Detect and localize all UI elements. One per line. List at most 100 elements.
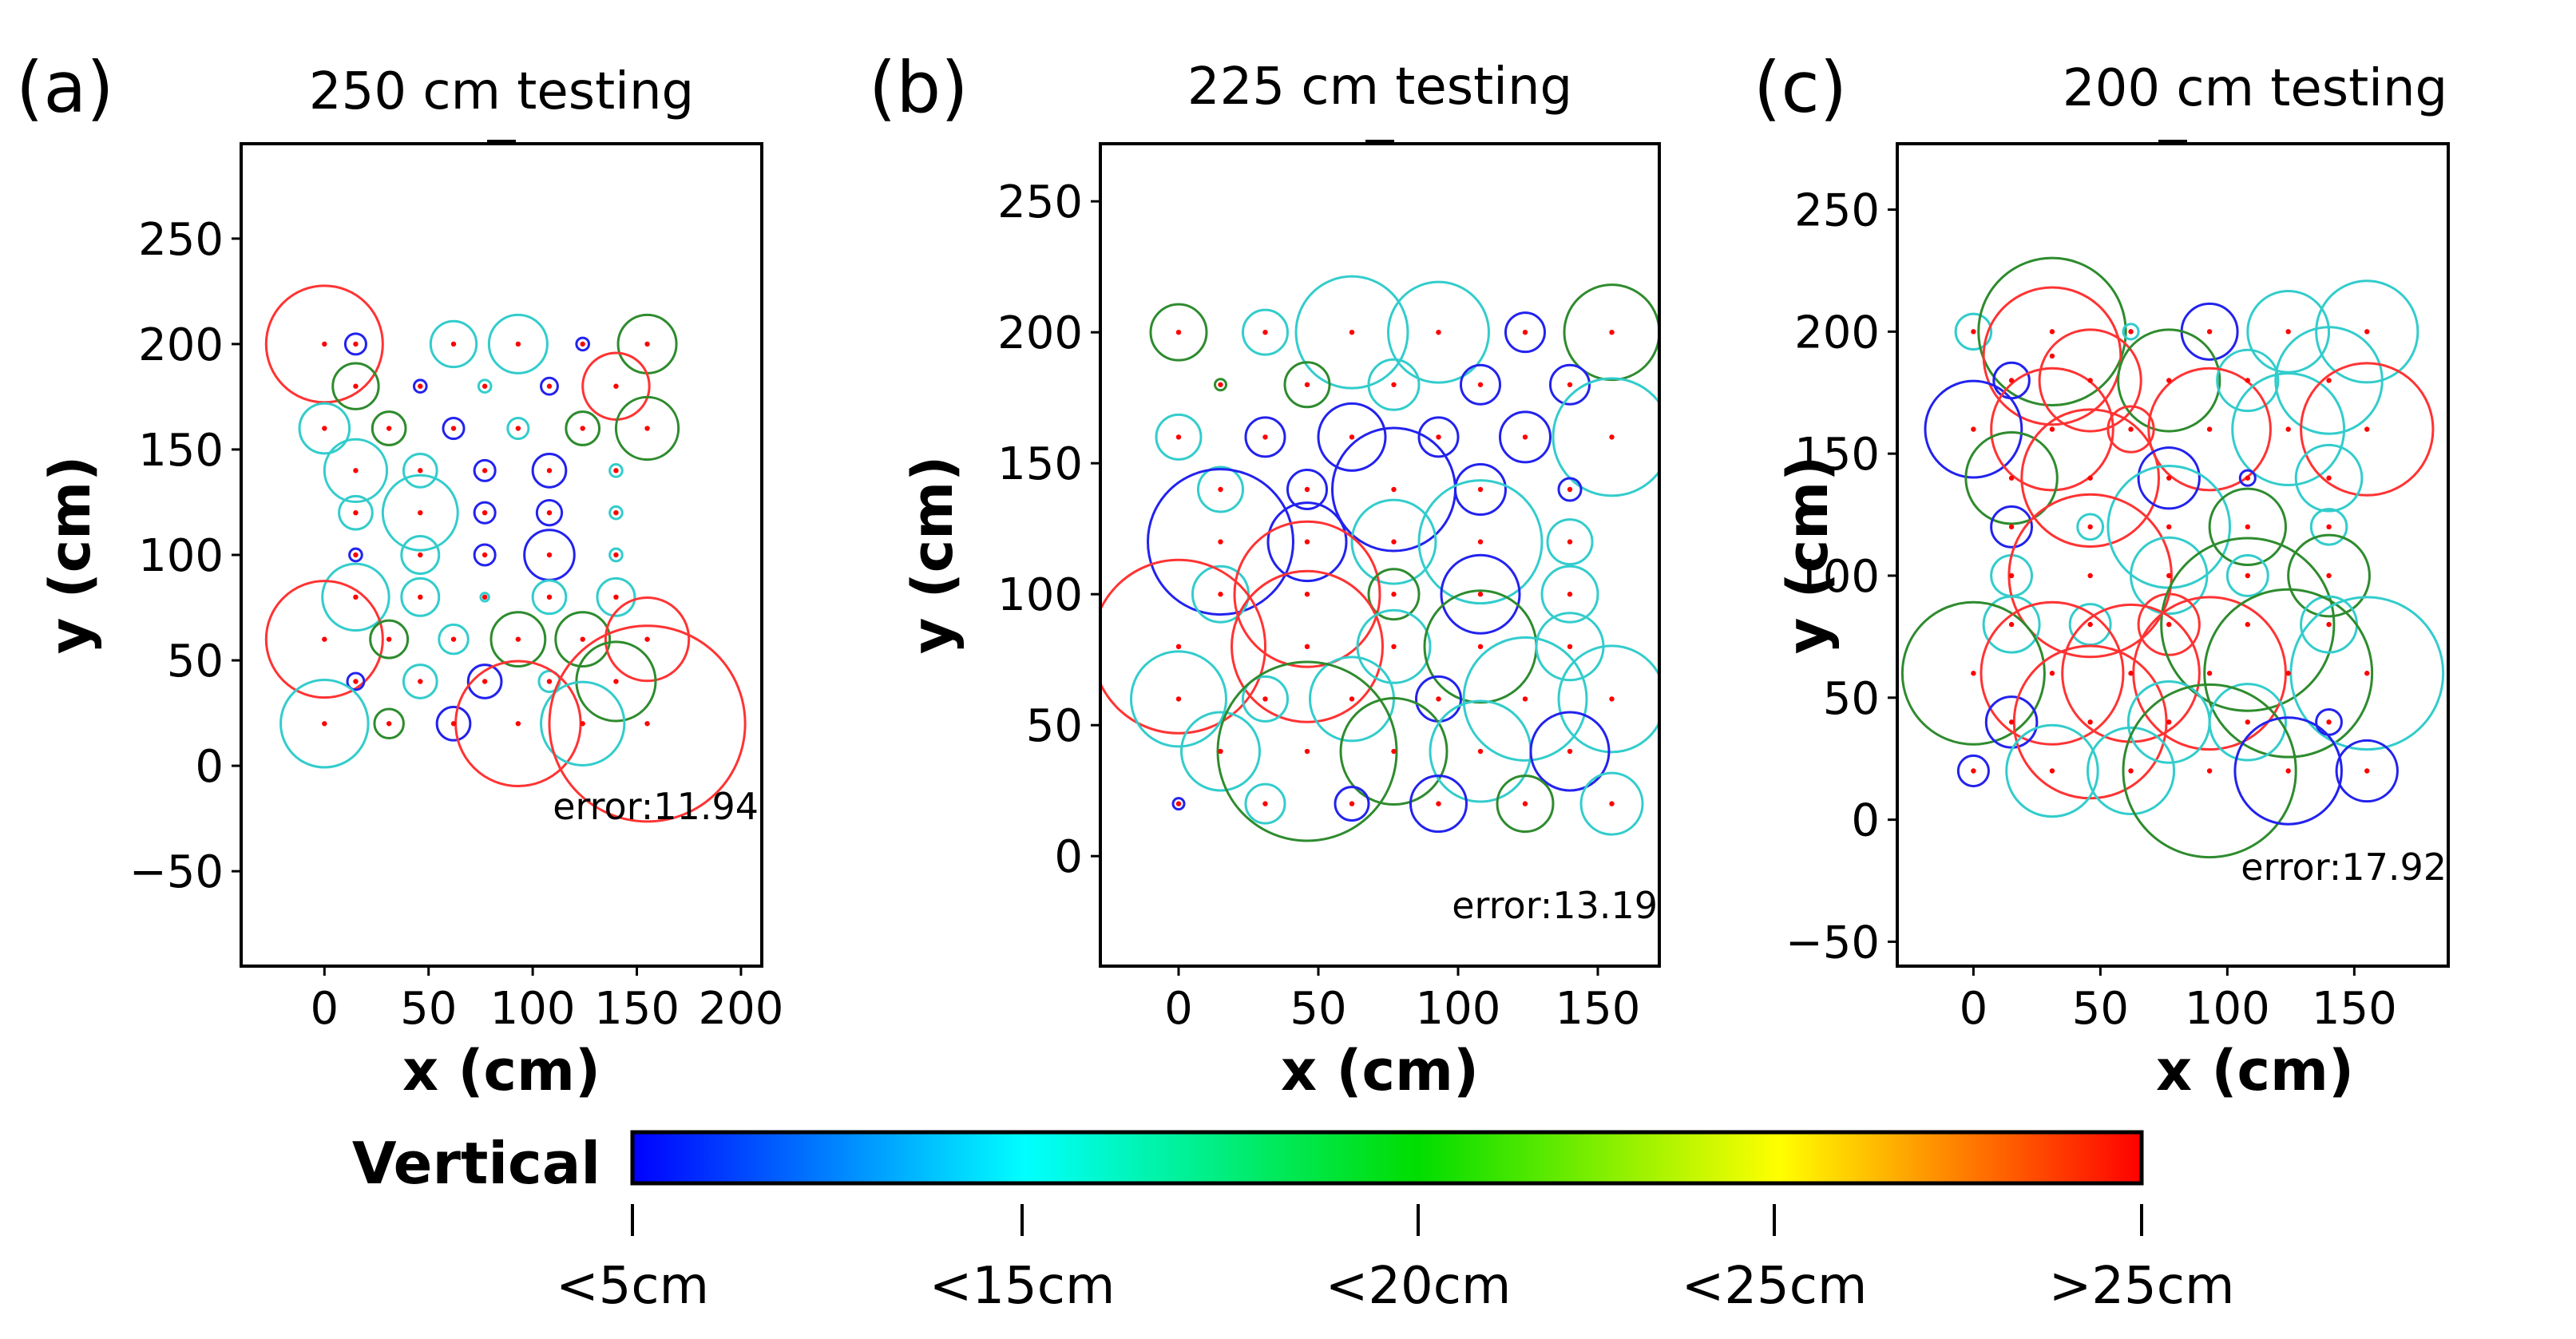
uncertainty-circle — [1180, 711, 1261, 792]
y-tick-label: 50 — [1823, 673, 1880, 725]
uncertainty-circle — [581, 351, 651, 421]
uncertainty-circle — [2208, 683, 2287, 762]
data-point — [2008, 572, 2015, 579]
uncertainty-circle — [331, 362, 380, 410]
data-point — [1391, 644, 1397, 650]
data-point — [2245, 719, 2251, 725]
data-point — [2166, 475, 2172, 481]
data-point — [2206, 671, 2213, 676]
uncertainty-circle — [1440, 553, 1521, 635]
data-point — [1522, 801, 1528, 806]
uncertainty-circle — [1499, 410, 1552, 464]
uncertainty-circle — [2274, 326, 2384, 435]
uncertainty-circle — [487, 313, 549, 374]
data-point — [2245, 621, 2251, 628]
x-ticks: 0 50 100 150 — [1960, 966, 2397, 1035]
data-point — [2049, 353, 2055, 359]
uncertainty-circle — [1244, 782, 1286, 825]
y-tick-label: 150 — [138, 425, 224, 477]
data-point — [1971, 426, 1976, 432]
data-point — [2008, 475, 2015, 481]
data-point — [2364, 671, 2370, 676]
uncertainty-circle — [1540, 565, 1599, 624]
uncertainty-circle — [279, 679, 370, 769]
uncertainty-circle — [1964, 430, 2059, 525]
uncertainty-circle — [402, 452, 438, 489]
y-ticks: −50 0 50 100 150 200 250 — [1785, 185, 1897, 969]
uncertainty-circle — [1100, 558, 1266, 735]
uncertainty-circle — [1982, 595, 2041, 654]
uncertainty-circle — [604, 596, 691, 683]
y-tick-label: 0 — [1851, 795, 1880, 847]
data-point — [322, 426, 327, 431]
uncertainty-circle — [1367, 568, 1421, 621]
colorbar-tick-label: <25cm — [1682, 1257, 1868, 1316]
data-point — [1567, 592, 1573, 597]
data-point — [2087, 719, 2093, 725]
data-point — [482, 383, 488, 389]
uncertainty-circle — [2137, 592, 2201, 656]
uncertainty-circle — [2020, 408, 2161, 549]
uncertainty-circle — [608, 547, 624, 563]
data-point — [1218, 539, 1223, 545]
data-point — [482, 509, 488, 516]
colorbar-gradient — [630, 1130, 2144, 1186]
uncertainty-circle — [473, 501, 497, 525]
uncertainty-circle — [1367, 358, 1421, 411]
data-point — [2364, 768, 2370, 774]
data-point — [644, 426, 650, 431]
chart-title: 250 cm testing — [309, 62, 694, 121]
data-point — [1218, 748, 1223, 755]
data-point — [580, 636, 585, 642]
data-point — [1304, 748, 1310, 755]
uncertainty-circle — [2076, 513, 2105, 541]
data-point — [2245, 524, 2251, 530]
data-point — [2326, 572, 2332, 579]
uncertainty-circle — [1977, 256, 2127, 407]
uncertainty-circle — [1266, 501, 1348, 583]
data-point — [2245, 475, 2251, 481]
uncertainty-circle — [2147, 366, 2272, 492]
x-ticks: 0 50 100 150 200 — [310, 966, 783, 1035]
uncertainty-circle — [1409, 774, 1468, 834]
uncertainty-circle — [1294, 275, 1409, 390]
data-point — [2285, 329, 2291, 335]
data-point — [2128, 426, 2134, 432]
data-point — [482, 468, 488, 473]
data-point — [1391, 382, 1397, 387]
x-tick-label: 0 — [1960, 983, 1988, 1035]
uncertainty-circle — [1924, 379, 2023, 479]
data-point — [2087, 621, 2093, 628]
x-tick-label: 50 — [1290, 983, 1346, 1035]
x-tick-label: 100 — [2185, 983, 2270, 1035]
uncertainty-circle — [1130, 650, 1227, 748]
uncertainty-circle — [1954, 312, 1993, 351]
data-point — [2049, 426, 2055, 432]
data-point — [2166, 524, 2172, 530]
uncertainty-circle — [1546, 518, 1594, 566]
x-tick-label: 0 — [1164, 983, 1193, 1035]
uncertainty-circle — [2294, 443, 2364, 513]
colorbar-label: Vertical — [352, 1130, 600, 1197]
uncertainty-circle — [1900, 600, 2046, 746]
data-point — [353, 468, 359, 473]
uncertainty-circle — [2287, 533, 2371, 618]
x-tick-label: 200 — [698, 983, 783, 1035]
uncertainty-circle — [1990, 505, 2034, 549]
data-point — [580, 721, 585, 727]
y-tick-label: 200 — [997, 307, 1083, 359]
data-point — [1436, 434, 1441, 440]
uncertainty-circle — [2005, 723, 2099, 818]
data-point — [1391, 592, 1397, 597]
y-axis-label: y (cm) — [38, 456, 103, 654]
colorbar-tick-label: <15cm — [929, 1257, 1116, 1316]
uncertainty-circle — [1496, 774, 1555, 834]
panel-c: (c) 200 cm testing 0 50 100 150 −50 0 50 100 15… — [1754, 46, 2450, 1103]
data-point — [2166, 719, 2172, 725]
data-point — [613, 679, 619, 684]
data-point — [2326, 475, 2332, 481]
data-point — [1477, 539, 1484, 545]
uncertainty-circle — [442, 416, 466, 441]
data-point — [2326, 719, 2332, 725]
y-axis-label: y (cm) — [1775, 456, 1841, 654]
